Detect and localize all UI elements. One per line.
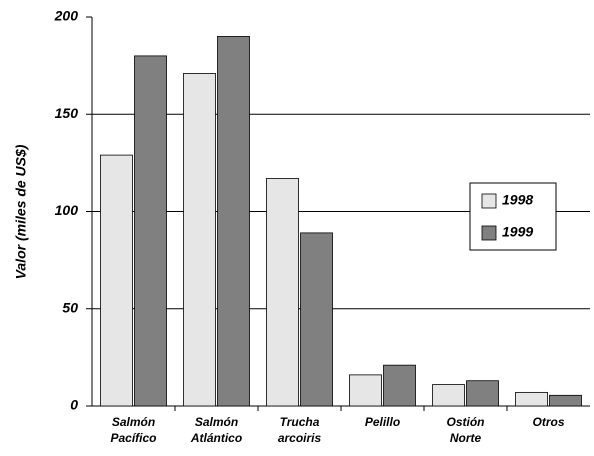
bar (217, 36, 250, 407)
x-tick-label: Ostión Norte (447, 415, 485, 445)
x-tick-label: Trucha arcoiris (278, 415, 322, 445)
bar (100, 154, 133, 407)
bar (349, 374, 382, 407)
x-tick-label: Salmón Pacífico (110, 415, 156, 445)
bar (515, 391, 548, 407)
legend-swatch (481, 193, 497, 209)
bar (183, 73, 216, 407)
y-tick-label: 50 (62, 299, 78, 315)
legend-label: 1998 (502, 192, 533, 208)
legend-swatch (481, 225, 497, 241)
y-tick-label: 100 (55, 202, 79, 218)
y-axis-label: Valor (miles de US$) (13, 144, 29, 279)
legend-label: 1999 (502, 224, 533, 240)
x-tick-label: Otros (532, 415, 564, 429)
bar (383, 364, 416, 407)
x-tick-label: Salmón Atlántico (190, 415, 242, 445)
x-tick-label: Pelillo (365, 415, 400, 429)
bar (266, 178, 299, 407)
bar (300, 232, 333, 407)
y-tick-label: 150 (55, 105, 79, 121)
bar (134, 55, 167, 407)
bar (432, 384, 465, 407)
y-tick-label: 200 (54, 8, 79, 24)
y-tick-label: 0 (70, 397, 78, 413)
bar (466, 380, 499, 407)
bar (549, 394, 582, 407)
